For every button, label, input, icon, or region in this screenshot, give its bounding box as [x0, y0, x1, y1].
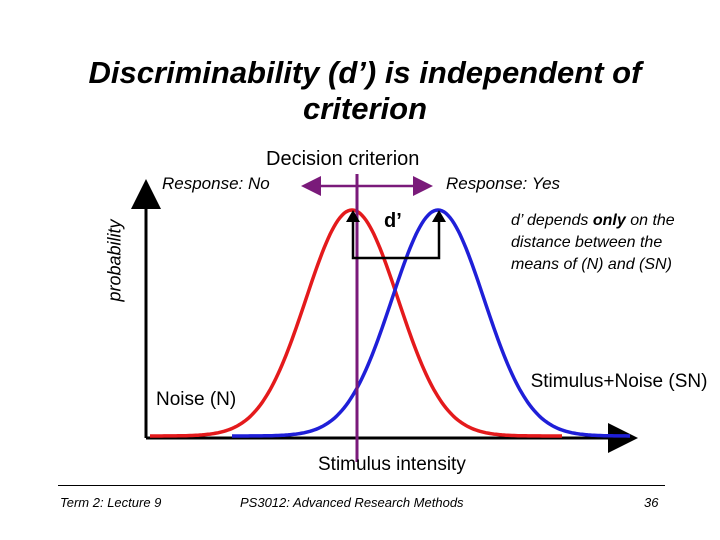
noise-label: Noise (N)	[156, 389, 237, 410]
d-prime-arrow-right	[432, 210, 446, 222]
footer-divider	[58, 485, 665, 486]
d-prime-label: d’	[384, 210, 402, 232]
response-yes-label: Response: Yes	[446, 174, 561, 193]
response-no-label: Response: No	[162, 174, 270, 193]
decision-criterion-label: Decision criterion	[266, 148, 420, 170]
footer-center: PS3012: Advanced Research Methods	[240, 495, 464, 510]
page-number: 36	[644, 495, 659, 510]
d-prime-bracket	[351, 220, 441, 260]
page-title: Discriminability (d’) is independent of …	[88, 55, 642, 126]
signal-noise-distribution-curve	[232, 208, 630, 438]
x-axis-label: Stimulus intensity	[318, 454, 466, 475]
footer-left: Term 2: Lecture 9	[60, 495, 162, 510]
d-prime-arrow-left	[346, 210, 360, 222]
d-prime-note: d’ depends only on the distance between …	[511, 210, 696, 276]
signal-noise-label: Stimulus+Noise (SN)	[530, 371, 708, 392]
note-prefix: d’ depends	[511, 212, 593, 229]
note-bold: only	[592, 212, 626, 229]
note-suffix: on the distance between the means of (N)…	[511, 212, 675, 273]
y-axis-label: probability	[104, 219, 125, 302]
